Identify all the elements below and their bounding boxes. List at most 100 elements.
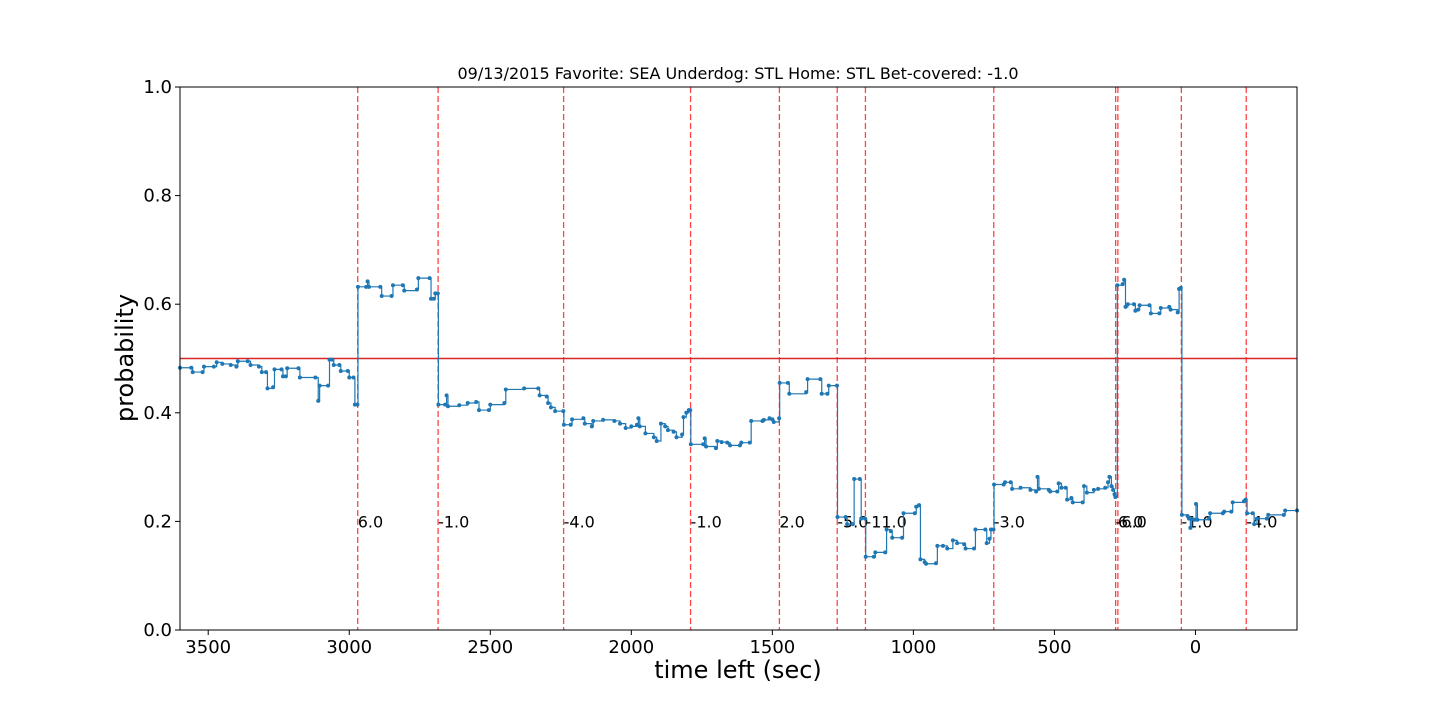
data-point	[1034, 489, 1039, 494]
data-point	[316, 398, 321, 403]
data-point	[1096, 486, 1101, 491]
data-point	[1109, 484, 1114, 489]
data-point	[777, 380, 782, 385]
data-point	[1195, 517, 1200, 522]
data-point	[326, 383, 331, 388]
data-point	[991, 527, 996, 532]
data-point	[402, 288, 407, 293]
data-point	[1123, 304, 1128, 309]
data-point	[629, 424, 634, 429]
data-point	[680, 432, 685, 437]
event-label: 6.0	[1118, 512, 1143, 531]
data-point	[429, 296, 434, 301]
data-point	[1065, 497, 1070, 502]
plot-frame	[179, 86, 1298, 631]
y-tick-label: 0.4	[143, 403, 172, 424]
data-point	[1063, 485, 1068, 490]
data-point	[1055, 489, 1060, 494]
data-point	[1070, 500, 1075, 505]
data-point	[852, 477, 857, 482]
data-point	[834, 383, 839, 388]
x-tick-label: 1000	[890, 637, 936, 658]
data-point	[296, 366, 301, 371]
data-point	[553, 409, 558, 414]
data-point	[285, 366, 290, 371]
data-point	[327, 357, 332, 362]
data-point	[1059, 485, 1064, 490]
data-point	[955, 541, 960, 546]
data-point	[884, 527, 889, 532]
data-point	[1036, 486, 1041, 491]
data-point	[1048, 489, 1053, 494]
data-point	[338, 368, 343, 373]
data-point	[297, 375, 302, 380]
data-point	[474, 399, 479, 404]
data-point	[1158, 306, 1163, 311]
data-point	[739, 440, 744, 445]
data-point	[355, 284, 360, 289]
data-point	[536, 386, 541, 391]
data-point	[271, 385, 276, 390]
data-point	[337, 363, 342, 368]
data-point	[465, 401, 470, 406]
data-point	[1028, 487, 1033, 492]
data-point	[704, 444, 709, 449]
data-point	[1147, 303, 1152, 308]
event-label: -5.0	[837, 512, 868, 531]
data-point	[1137, 303, 1142, 308]
event-label: 2.0	[779, 512, 804, 531]
data-point	[201, 364, 206, 369]
data-point	[1266, 512, 1271, 517]
data-point	[435, 291, 440, 296]
data-point	[568, 422, 573, 427]
data-point	[330, 357, 335, 362]
data-point	[581, 416, 586, 421]
data-point	[1106, 480, 1111, 485]
data-point	[818, 377, 823, 382]
data-point	[345, 368, 350, 373]
y-tick-label: 0.6	[143, 294, 172, 315]
data-point	[719, 440, 724, 445]
data-point	[963, 546, 968, 551]
data-point	[1245, 511, 1250, 516]
data-point	[785, 380, 790, 385]
data-point	[416, 276, 421, 281]
x-tick-label: 3000	[326, 637, 372, 658]
data-point	[1229, 509, 1234, 514]
data-point	[445, 404, 450, 409]
data-point	[857, 477, 862, 482]
data-point	[1250, 511, 1255, 516]
data-point	[826, 383, 831, 388]
x-tick-label: 2500	[467, 637, 513, 658]
data-point	[220, 361, 225, 366]
data-point	[684, 410, 689, 415]
data-point	[819, 391, 824, 396]
chart-title: 09/13/2015 Favorite: SEA Underdog: STL H…	[457, 64, 1018, 83]
data-point	[1120, 282, 1125, 287]
data-point	[643, 431, 648, 436]
data-point	[1179, 512, 1184, 517]
data-point	[389, 294, 394, 299]
data-point	[674, 435, 679, 440]
data-point	[331, 363, 336, 368]
data-point	[1230, 500, 1235, 505]
data-point	[265, 386, 270, 391]
data-point	[658, 421, 663, 426]
data-point	[189, 365, 194, 370]
data-point	[805, 377, 810, 382]
data-point	[890, 535, 895, 540]
data-point	[1148, 311, 1153, 316]
data-point	[761, 417, 766, 422]
y-tick-label: 0.8	[143, 186, 172, 207]
data-point	[1010, 486, 1015, 491]
data-point	[654, 439, 659, 444]
data-point	[1136, 307, 1141, 312]
data-point	[279, 367, 284, 372]
data-point	[414, 287, 419, 292]
data-point	[234, 364, 239, 369]
data-point	[1178, 285, 1183, 290]
data-point	[582, 421, 587, 426]
data-point	[688, 408, 693, 413]
data-point	[618, 421, 623, 426]
data-point	[636, 416, 641, 421]
